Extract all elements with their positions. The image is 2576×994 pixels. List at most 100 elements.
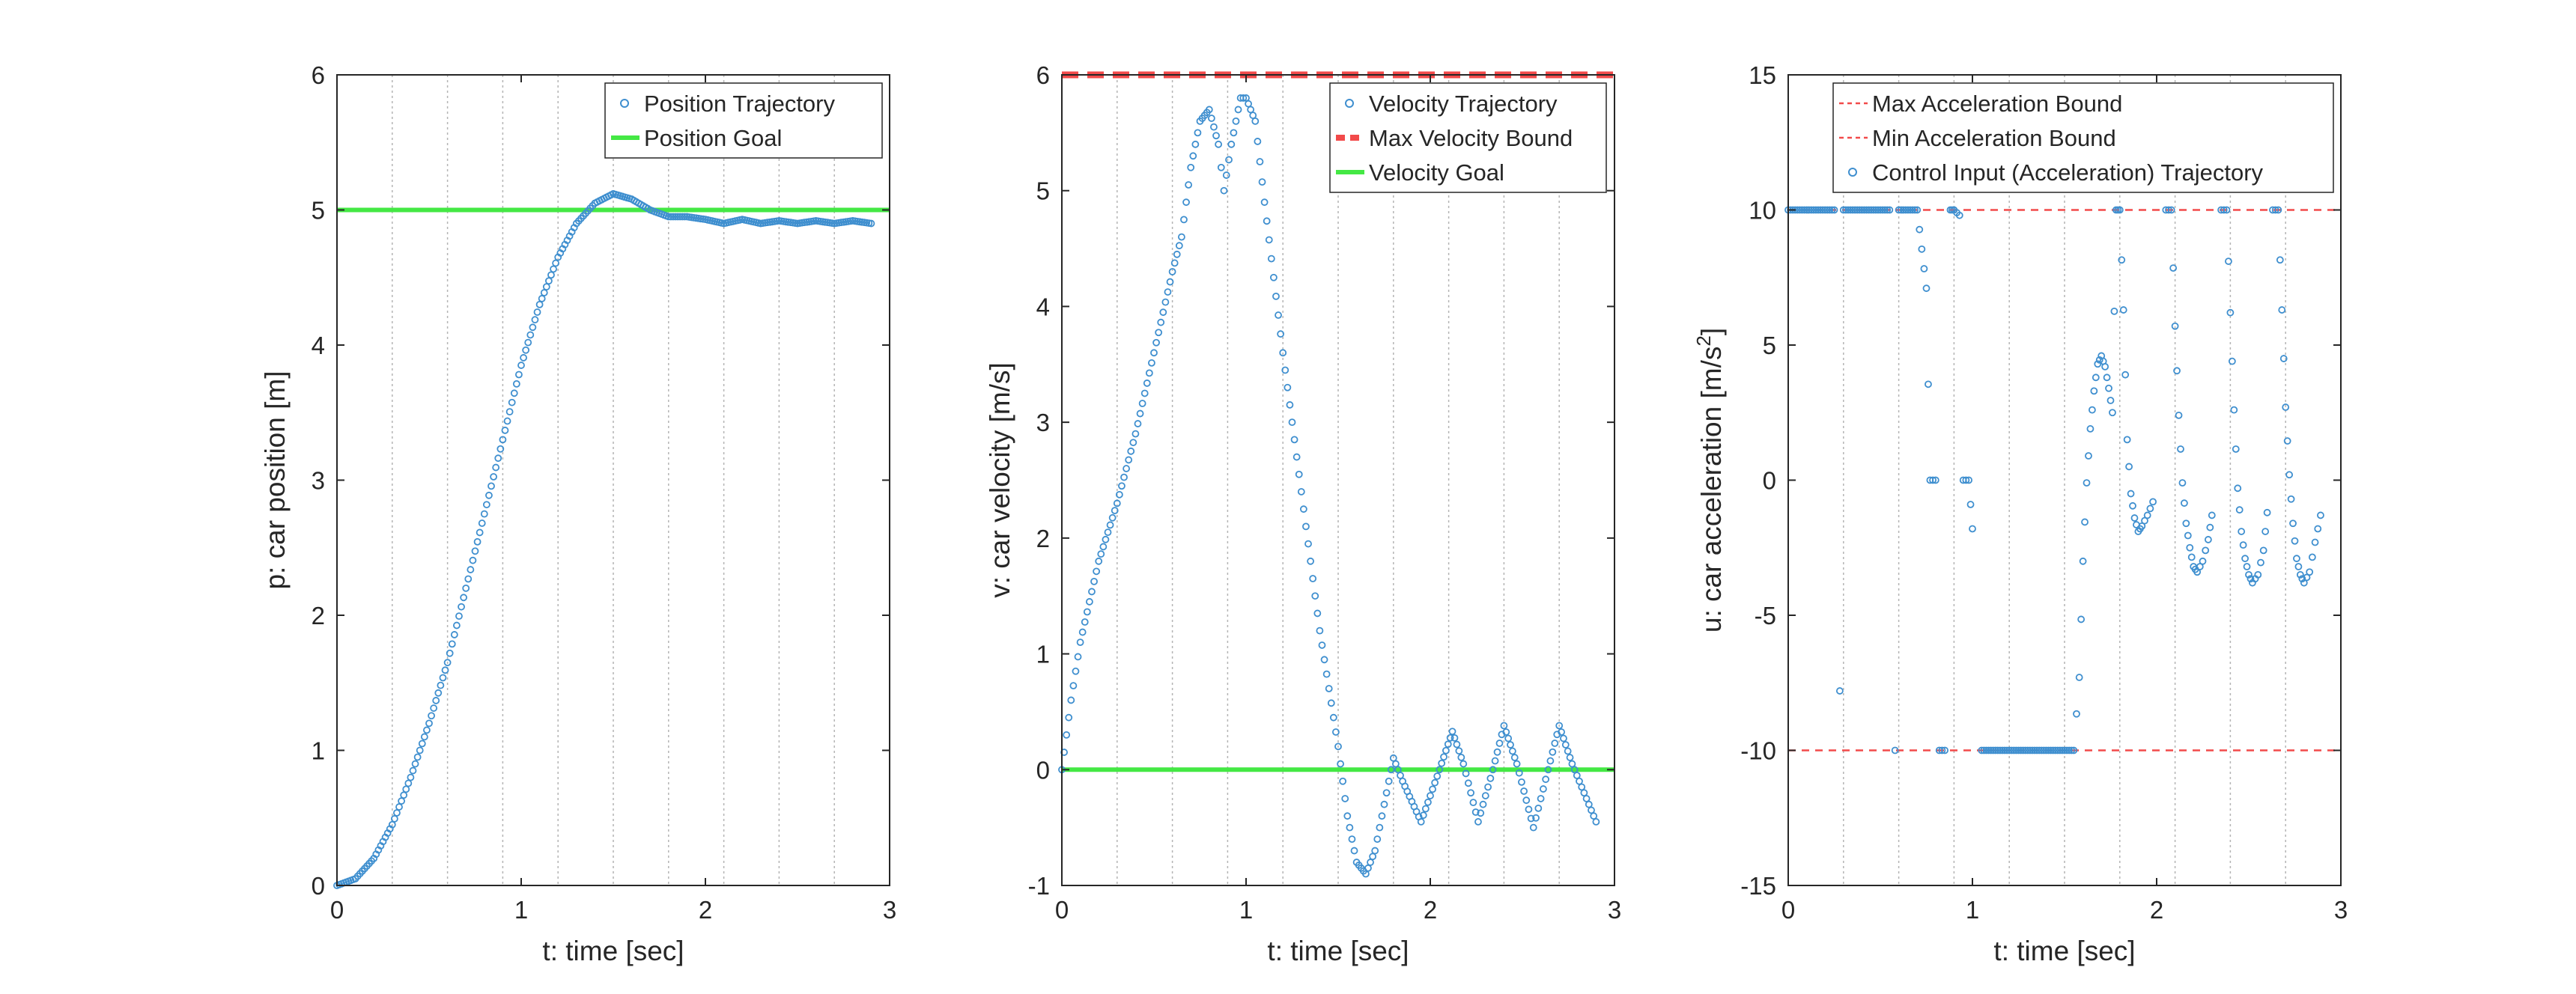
data-point <box>2257 558 2264 567</box>
data-point <box>1469 799 1477 807</box>
data-point <box>2177 445 2184 453</box>
data-point <box>1811 206 1820 214</box>
data-point <box>1065 713 1073 722</box>
data-point <box>508 398 516 406</box>
data-point <box>2241 555 2249 563</box>
data-point <box>1127 447 1135 455</box>
data-point <box>2223 206 2231 214</box>
data-point <box>1495 740 1504 747</box>
data-point <box>1929 476 1937 484</box>
data-point <box>423 726 431 734</box>
data-point <box>494 454 502 463</box>
data-point <box>524 338 532 347</box>
data-point <box>2003 746 2011 754</box>
data-point <box>1382 789 1391 797</box>
data-point <box>2042 746 2050 754</box>
data-point <box>1263 217 1271 225</box>
data-point <box>2065 746 2074 754</box>
data-point <box>1510 754 1519 761</box>
data-point <box>480 510 488 518</box>
data-point <box>1819 206 1827 214</box>
data-point <box>1083 608 1091 616</box>
y-tick-label: 1 <box>1036 641 1050 668</box>
data-point <box>1189 152 1197 160</box>
data-point <box>2308 553 2316 561</box>
data-point <box>2125 463 2133 471</box>
data-point <box>2094 360 2102 368</box>
data-point <box>2040 746 2048 754</box>
data-point <box>1895 206 1903 214</box>
data-point <box>1462 769 1470 778</box>
data-point <box>1134 420 1142 427</box>
data-point <box>505 408 514 416</box>
data-point <box>2118 256 2126 264</box>
data-point <box>1479 800 1487 808</box>
data-point <box>669 213 677 221</box>
data-point <box>2186 543 2194 552</box>
data-point <box>1455 747 1463 755</box>
data-point <box>1138 400 1146 407</box>
legend-label: Control Input (Acceleration) Trajectory <box>1872 159 2264 186</box>
data-point <box>1380 800 1388 808</box>
data-point <box>1350 847 1358 855</box>
data-point <box>1542 775 1550 784</box>
data-point <box>2083 479 2091 487</box>
data-point <box>2149 498 2157 506</box>
data-point <box>1155 329 1163 337</box>
data-point <box>1916 225 1924 234</box>
data-point <box>1369 853 1377 861</box>
data-point <box>1481 792 1489 799</box>
data-point <box>1865 206 1873 214</box>
legend-box <box>1329 82 1607 193</box>
y-tick-label: 10 <box>1749 197 1776 225</box>
x-axis-label: t: time [sec] <box>1267 936 1409 966</box>
y-tick-label: 4 <box>312 332 325 359</box>
data-point <box>533 308 541 316</box>
data-point <box>478 519 486 527</box>
data-point <box>1862 206 1871 214</box>
data-point <box>1265 236 1273 244</box>
data-point <box>1205 106 1213 114</box>
data-point <box>1874 206 1882 214</box>
data-point <box>499 436 507 444</box>
data-point <box>1371 847 1379 855</box>
data-point <box>1099 543 1108 551</box>
data-point <box>1215 140 1222 148</box>
data-point <box>1337 760 1344 768</box>
data-point <box>1966 501 1975 508</box>
data-point <box>2235 506 2244 514</box>
data-point <box>2239 541 2247 549</box>
data-point <box>2259 546 2267 555</box>
data-point <box>1564 747 1572 755</box>
data-point <box>1267 254 1275 263</box>
data-point <box>1166 278 1174 286</box>
data-point <box>664 213 672 221</box>
data-point <box>2261 528 2270 535</box>
data-point <box>1234 106 1242 114</box>
data-point <box>1561 741 1570 748</box>
data-point <box>1095 557 1103 565</box>
data-point <box>437 681 445 689</box>
data-point <box>1378 812 1386 820</box>
x-tick-label: 0 <box>1055 896 1069 924</box>
data-point <box>1457 753 1465 761</box>
data-point <box>1187 163 1195 171</box>
data-point <box>2115 206 2124 214</box>
data-point <box>1549 748 1557 756</box>
y-tick-label: 5 <box>1763 332 1776 359</box>
data-point <box>2012 746 2020 754</box>
data-point <box>2129 501 2136 510</box>
data-point <box>2038 746 2046 754</box>
data-point <box>1419 811 1427 820</box>
data-point <box>2088 406 2096 414</box>
data-point <box>2119 306 2127 314</box>
data-point <box>2127 490 2135 498</box>
data-point <box>1210 123 1218 131</box>
data-point <box>2081 518 2089 526</box>
data-point <box>2077 615 2086 623</box>
data-point <box>2180 499 2188 507</box>
data-point <box>1136 409 1144 418</box>
data-point <box>1343 812 1352 820</box>
x-tick-label: 3 <box>2334 896 2348 924</box>
data-point <box>1821 206 1829 214</box>
